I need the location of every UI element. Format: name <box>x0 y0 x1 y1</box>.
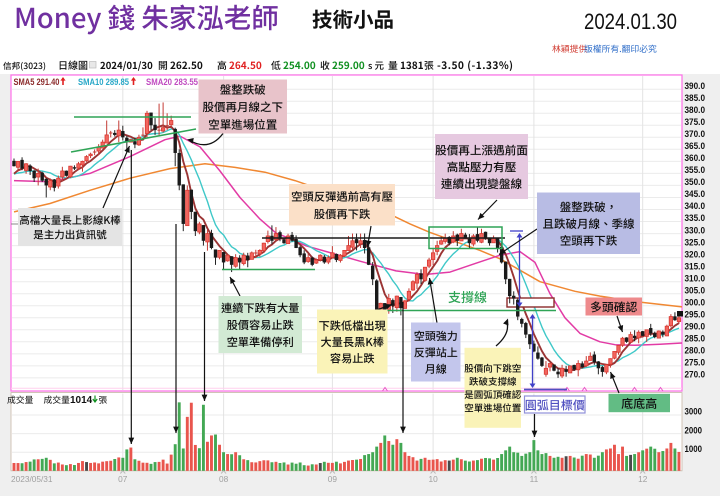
svg-text:385.0: 385.0 <box>685 93 706 103</box>
svg-text:2024.01.30: 2024.01.30 <box>584 9 677 34</box>
svg-text:375.0: 375.0 <box>685 117 706 127</box>
svg-text:1000: 1000 <box>685 444 703 454</box>
svg-text:3000: 3000 <box>685 407 703 417</box>
svg-text:315.0: 315.0 <box>685 261 706 271</box>
svg-text:355.0: 355.0 <box>685 165 706 175</box>
svg-text:2023/05/31: 2023/05/31 <box>11 474 53 484</box>
svg-text:275.0: 275.0 <box>685 358 706 368</box>
svg-text:11: 11 <box>530 474 539 484</box>
svg-text:270.0: 270.0 <box>685 370 706 380</box>
svg-text:370.0: 370.0 <box>685 129 706 139</box>
svg-text:390.0: 390.0 <box>685 81 706 91</box>
svg-text:340.0: 340.0 <box>685 201 706 211</box>
svg-text:325.0: 325.0 <box>685 237 706 247</box>
svg-text:SMA10 289.85: SMA10 289.85 <box>78 77 129 87</box>
svg-text:345.0: 345.0 <box>685 189 706 199</box>
svg-text:SMA20 283.55: SMA20 283.55 <box>146 77 198 87</box>
svg-text:365.0: 365.0 <box>685 141 706 151</box>
svg-text:305.0: 305.0 <box>685 285 706 295</box>
svg-text:280.0: 280.0 <box>685 346 706 356</box>
svg-text:10: 10 <box>428 474 438 484</box>
svg-text:08: 08 <box>219 474 229 484</box>
svg-text:350.0: 350.0 <box>685 177 706 187</box>
svg-text:335.0: 335.0 <box>685 213 706 223</box>
svg-text:330.0: 330.0 <box>685 225 706 235</box>
svg-text:295.0: 295.0 <box>685 310 706 320</box>
svg-text:12: 12 <box>638 474 648 484</box>
svg-text:290.0: 290.0 <box>685 322 706 332</box>
svg-text:380.0: 380.0 <box>685 105 706 115</box>
svg-text:300.0: 300.0 <box>685 297 706 307</box>
svg-text:320.0: 320.0 <box>685 249 706 259</box>
svg-text:285.0: 285.0 <box>685 334 706 344</box>
svg-text:09: 09 <box>328 474 338 484</box>
svg-text:1014: 1014 <box>70 395 93 406</box>
svg-text:310.0: 310.0 <box>685 273 706 283</box>
svg-text:07: 07 <box>118 474 128 484</box>
svg-text:2000: 2000 <box>685 425 703 435</box>
svg-text:SMA5 291.40: SMA5 291.40 <box>14 77 60 87</box>
svg-text:360.0: 360.0 <box>685 153 706 163</box>
